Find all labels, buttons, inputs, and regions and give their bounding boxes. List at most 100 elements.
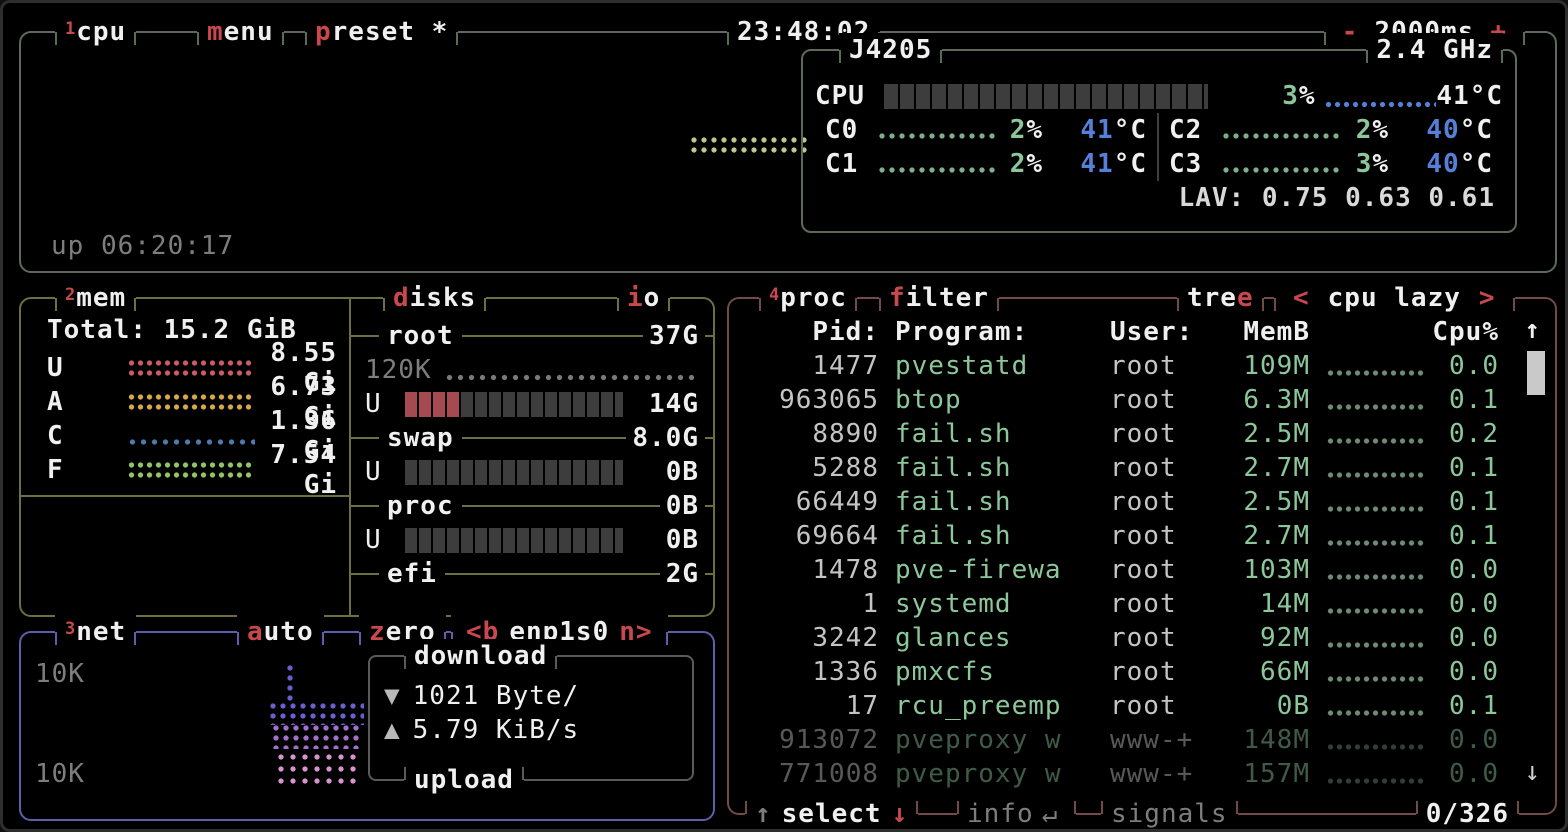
process-row[interactable]: 963065 btop root 6.3M 0.1 xyxy=(779,385,1499,415)
net-graph xyxy=(268,701,364,725)
process-cpu-graph xyxy=(1326,470,1426,480)
process-cpu-graph xyxy=(1326,742,1426,752)
process-row[interactable]: 66449 fail.sh root 2.5M 0.1 xyxy=(795,487,1499,517)
proc-table-header: Pid: Program: User: MemB Cpu% xyxy=(812,317,1499,347)
mem-stats-column: Total: 15.2 GiB U 8.55 Gi A 6.73 Gi C 1.36 … xyxy=(21,299,351,615)
proc-box: 4proc filter tree < cpu lazy > Pid: Progra… xyxy=(727,281,1557,829)
process-row[interactable]: 17 rcu_preemp root 0B 0.1 xyxy=(845,691,1499,721)
mem-box: 2mem disks io Total: 15.2 GiB U 8.55 Gi A… xyxy=(19,281,715,617)
menu-button[interactable]: menu xyxy=(197,15,284,49)
mem-available-graph xyxy=(127,392,255,412)
mem-free-graph xyxy=(127,460,255,480)
proc-table: 1477 pvestatd root 109M 0.0 963065 btop … xyxy=(729,349,1555,791)
process-cpu-graph xyxy=(1326,538,1426,548)
process-cpu-graph xyxy=(1326,640,1426,650)
disk-proc-used-bar xyxy=(405,527,623,553)
disks-toggle[interactable]: disks xyxy=(383,281,487,315)
net-hotkey: 3 xyxy=(65,619,77,639)
net-graph xyxy=(271,723,363,749)
cpu-usage-graph xyxy=(689,135,807,155)
process-row[interactable]: 5288 fail.sh root 2.7M 0.1 xyxy=(812,453,1499,483)
process-count: 0/326 xyxy=(1415,797,1520,829)
disk-swap-used-bar xyxy=(405,459,623,485)
disk-root: root 37G xyxy=(351,319,713,353)
disk-swap-used: U 0B xyxy=(365,457,699,487)
disk-root-io-graph xyxy=(443,372,695,382)
core-c0: C0 2% 41°C xyxy=(815,113,1159,147)
process-row[interactable]: 771008 pveproxy w www-+ 157M 0.0 xyxy=(779,759,1499,789)
process-row[interactable]: 913072 pveproxy w www-+ 148M 0.0 xyxy=(779,725,1499,755)
proc-hotkey: 4 xyxy=(769,285,781,305)
uptime-label: up 06:20:17 xyxy=(51,231,235,261)
cpu-total-meter xyxy=(883,83,1208,109)
proc-scrollbar[interactable] xyxy=(1527,351,1545,395)
process-cpu-graph xyxy=(1326,708,1426,718)
process-row[interactable]: 8890 fail.sh root 2.5M 0.2 xyxy=(812,419,1499,449)
net-scale-top: 10K xyxy=(35,659,85,689)
scroll-down-icon[interactable]: ↓ xyxy=(1524,757,1541,787)
cpu-total-row: CPU 3% 41°C xyxy=(815,81,1503,111)
sort-selector: < cpu lazy > xyxy=(1274,281,1515,315)
signals-button[interactable]: signals xyxy=(1101,797,1238,829)
info-button[interactable]: info ↵ xyxy=(957,797,1077,829)
core-c2: C2 2% 40°C xyxy=(1169,115,1493,145)
sort-prev-button[interactable]: < xyxy=(1293,283,1310,313)
process-row[interactable]: 69664 fail.sh root 2.7M 0.1 xyxy=(795,521,1499,551)
core-c3: C3 3% 40°C xyxy=(1169,149,1493,179)
mem-used-row: U 8.55 Gi xyxy=(47,338,337,398)
process-row[interactable]: 1478 pve-firewa root 103M 0.0 xyxy=(812,555,1499,585)
core-c2-graph xyxy=(1221,131,1341,141)
process-row[interactable]: 1336 pmxcfs root 66M 0.0 xyxy=(812,657,1499,687)
net-auto-button[interactable]: auto xyxy=(237,615,324,649)
disk-proc-used: U 0B xyxy=(365,525,699,555)
core-c1-graph xyxy=(877,165,997,175)
disk-swap: swap 8.0G xyxy=(351,421,713,455)
clock: 23:48:02 xyxy=(727,15,881,49)
mem-divider xyxy=(21,495,349,497)
enter-key-icon: ↵ xyxy=(1041,799,1059,829)
mem-cached-row: C 1.36 Gi xyxy=(47,406,337,466)
download-rate: ▼ 1021 Byte/ xyxy=(384,681,580,711)
preset-button[interactable]: preset * xyxy=(305,15,459,49)
load-average: LAV: 0.75 0.63 0.61 xyxy=(1178,183,1495,213)
iface-next-button[interactable]: n> xyxy=(619,617,653,647)
cpu-model-label: J4205 xyxy=(839,33,943,67)
download-label: download xyxy=(404,639,558,673)
disk-root-used: U 14G xyxy=(365,389,699,419)
net-interface-selector: <b enp1s0 n> xyxy=(451,615,668,649)
io-toggle[interactable]: io xyxy=(617,281,671,315)
process-cpu-graph xyxy=(1326,436,1426,446)
process-cpu-graph xyxy=(1326,606,1426,616)
select-control[interactable]: ↑ select ↓ xyxy=(745,797,919,829)
process-row[interactable]: 1477 pvestatd root 109M 0.0 xyxy=(812,351,1499,381)
process-row[interactable]: 3242 glances root 92M 0.0 xyxy=(812,623,1499,653)
filter-button[interactable]: filter xyxy=(879,281,999,315)
sort-mode: cpu lazy xyxy=(1327,283,1461,313)
cpu-box-title[interactable]: 1cpu xyxy=(55,15,137,49)
proc-box-title[interactable]: 4proc xyxy=(759,281,857,315)
scroll-up-icon[interactable]: ↑ xyxy=(1524,315,1541,345)
net-rates-panel: download ▼ 1021 Byte/ ▲ 5.79 KiB/s upload xyxy=(368,639,694,797)
process-row[interactable]: 1 systemd root 14M 0.0 xyxy=(862,589,1499,619)
disk-root-used-bar xyxy=(405,391,623,417)
net-scale-bottom: 10K xyxy=(35,759,85,789)
upload-label: upload xyxy=(404,763,524,797)
sort-next-button[interactable]: > xyxy=(1478,283,1496,313)
mem-free-row: F 7.54 Gi xyxy=(47,440,337,500)
net-box-title[interactable]: 3net xyxy=(55,615,137,649)
net-box: 3net auto zero <b enp1s0 n> 10K 10K downlo… xyxy=(19,615,715,821)
net-graph xyxy=(275,751,361,787)
mem-hotkey: 2 xyxy=(65,285,77,305)
process-cpu-graph xyxy=(1326,572,1426,582)
mem-box-title[interactable]: 2mem xyxy=(55,281,137,315)
tree-button[interactable]: tree xyxy=(1177,281,1264,315)
process-cpu-graph xyxy=(1326,368,1426,378)
select-down-icon: ↓ xyxy=(891,799,909,829)
down-arrow-icon: ▼ xyxy=(384,681,401,711)
core-c1: C1 2% 41°C xyxy=(815,147,1159,181)
interval-decrease-button[interactable]: - xyxy=(1341,17,1359,47)
process-cpu-graph xyxy=(1326,776,1426,786)
process-cpu-graph xyxy=(1326,504,1426,514)
